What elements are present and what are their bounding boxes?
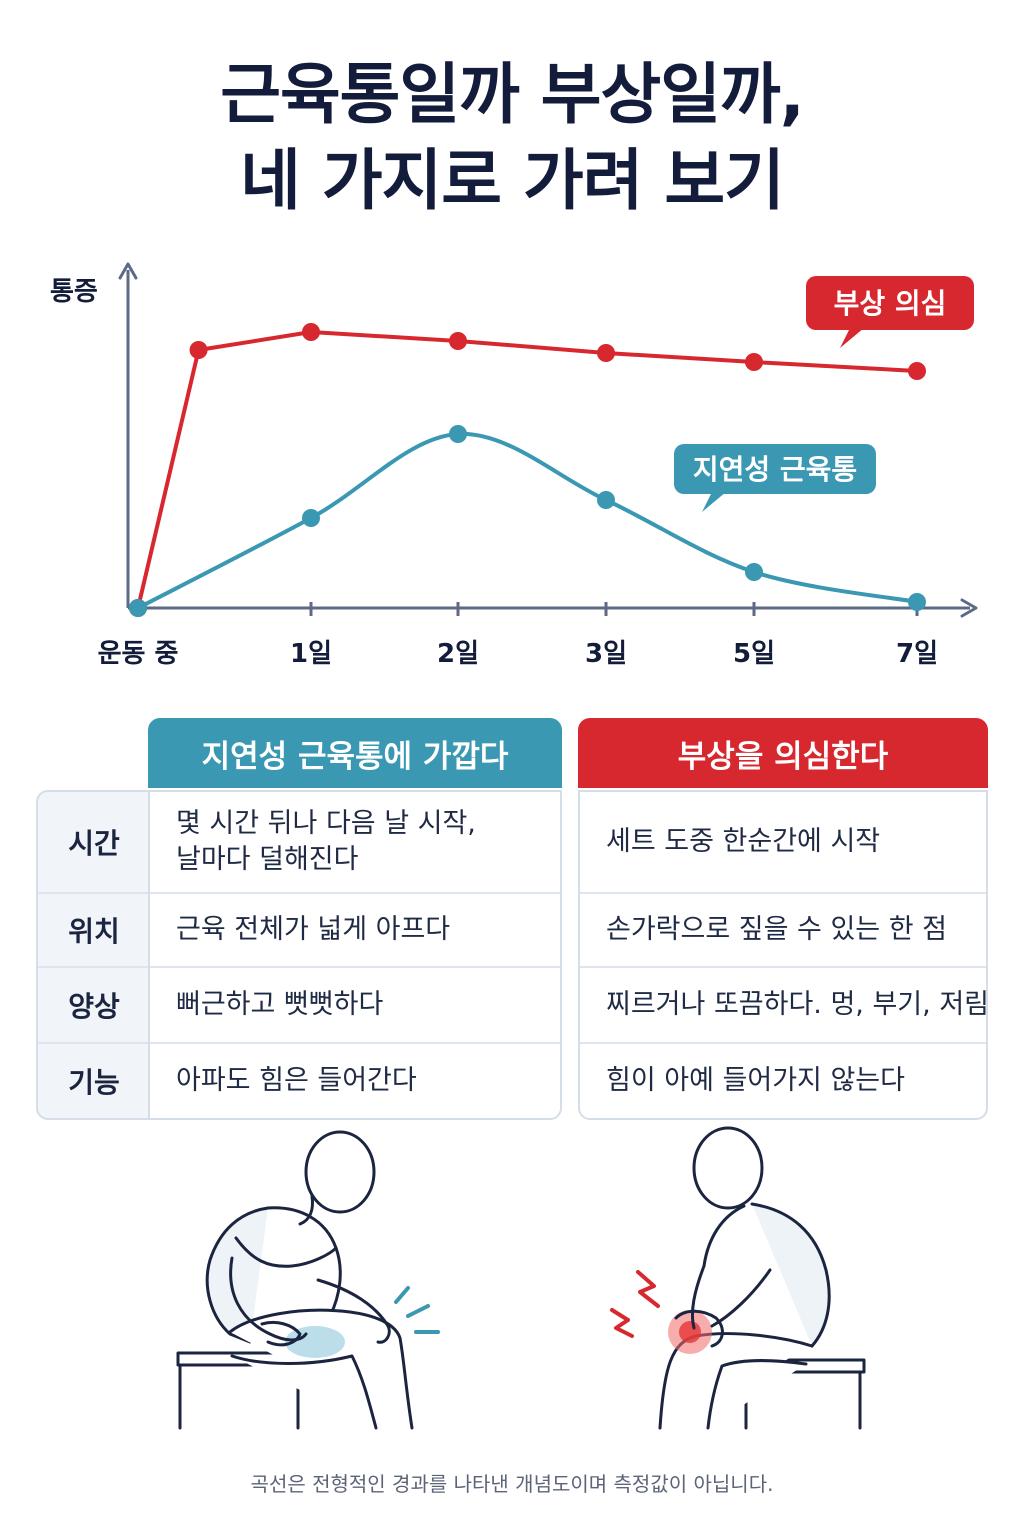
soreness-point [129, 599, 147, 617]
x-tick-label: 1일 [290, 639, 332, 669]
soreness-cell: 뻐근하고 뻣뻣하다 [150, 987, 383, 1023]
soreness-callout: 지연성 근육통 [674, 444, 876, 512]
soreness-row: 몇 시간 뒤나 다음 날 시작, 날마다 덜해진다 [150, 792, 560, 892]
injury-row: 찌르거나 또끔하다. 멍, 부기, 저림 [580, 966, 989, 1042]
title-line-1: 근육통일까 부상일까, [220, 56, 805, 133]
x-tick-label: 2일 [437, 639, 479, 669]
soreness-cell: 아파도 힘은 들어간다 [150, 1063, 417, 1099]
soreness-series-line [137, 431, 918, 610]
injury-point [908, 362, 926, 380]
soreness-cell-line: 날마다 덜해진다 [176, 844, 359, 875]
injury-cell-line: 찌르거나 또끔하다. 멍, 부기, 저림 [606, 989, 989, 1020]
y-axis-arrow [118, 262, 138, 280]
soreness-row: 뻐근하고 뻣뻣하다 [150, 966, 560, 1042]
injury-cell: 힘이 아예 들어가지 않는다 [580, 1063, 905, 1099]
injury-header-label: 부상을 의심한다 [677, 738, 889, 775]
y-axis-label: 통증 [50, 277, 98, 307]
injury-cell: 찌르거나 또끔하다. 멍, 부기, 저림 [580, 987, 989, 1023]
x-axis-arrow [960, 598, 978, 618]
injury-cell: 손가락으로 짚을 수 있는 한 점 [580, 912, 947, 948]
category-label: 시간 [68, 827, 120, 860]
injury-callout-label: 부상 의심 [834, 287, 947, 320]
soreness-cell: 근육 전체가 넓게 아프다 [150, 912, 450, 948]
injury-figure-illustration [610, 1126, 866, 1430]
category-label: 위치 [38, 892, 150, 966]
injury-row: 세트 도중 한순간에 시작 [580, 792, 986, 892]
soreness-point [597, 491, 615, 509]
injury-callout: 부상 의심 [806, 276, 974, 348]
injury-point [189, 341, 208, 359]
soreness-point [745, 563, 763, 581]
x-tick-label: 3일 [585, 639, 627, 669]
soreness-row: 근육 전체가 넓게 아프다 [150, 892, 560, 966]
injury-point [302, 323, 320, 341]
injury-point [597, 344, 615, 362]
injury-cell-line: 힘이 아예 들어가지 않는다 [606, 1065, 905, 1096]
soreness-cell-line: 몇 시간 뒤나 다음 날 시작, [176, 808, 476, 839]
page-title: 근육통일까 부상일까, 네 가지로 가려 보기 [0, 52, 1024, 224]
soreness-cell-line: 뻐근하고 뻣뻣하다 [176, 989, 384, 1020]
injury-point [449, 332, 467, 350]
soreness-header-label: 지연성 근육통에 가깝다 [201, 738, 509, 775]
category-label: 기능 [38, 1042, 150, 1118]
category-label: 양상 [38, 966, 150, 1042]
injury-table-header: 부상을 의심한다 [578, 718, 988, 788]
injury-point [745, 353, 763, 371]
soreness-point [908, 593, 926, 611]
soreness-cell-line: 근육 전체가 넓게 아프다 [176, 914, 451, 945]
soreness-callout-label: 지연성 근육통 [693, 453, 857, 486]
soreness-cell-line: 아파도 힘은 들어간다 [176, 1065, 417, 1096]
x-tick-label: 운동 중 [98, 639, 179, 669]
soreness-row: 아파도 힘은 들어간다 [150, 1042, 560, 1118]
footnote: 곡선은 전형적인 경과를 나타낸 개념도이며 측정값이 아닙니다. [250, 1472, 774, 1496]
x-tick-label: 5일 [733, 639, 775, 669]
injury-row: 힘이 아예 들어가지 않는다 [580, 1042, 986, 1118]
soreness-figure-illustration [176, 1130, 440, 1430]
injury-row: 손가락으로 짚을 수 있는 한 점 [580, 892, 986, 966]
injury-cell-line: 세트 도중 한순간에 시작 [606, 826, 881, 857]
title-line-2: 네 가지로 가려 보기 [240, 142, 785, 219]
illustrations [176, 1126, 866, 1430]
soreness-point [449, 425, 467, 443]
injury-cell: 세트 도중 한순간에 시작 [580, 824, 880, 860]
x-tick-label: 7일 [896, 639, 938, 669]
soreness-cell: 몇 시간 뒤나 다음 날 시작, 날마다 덜해진다 [150, 806, 476, 878]
injury-cell-line: 손가락으로 짚을 수 있는 한 점 [606, 914, 947, 945]
soreness-table-header: 지연성 근육통에 가깝다 [148, 718, 562, 788]
soreness-point [302, 509, 320, 527]
